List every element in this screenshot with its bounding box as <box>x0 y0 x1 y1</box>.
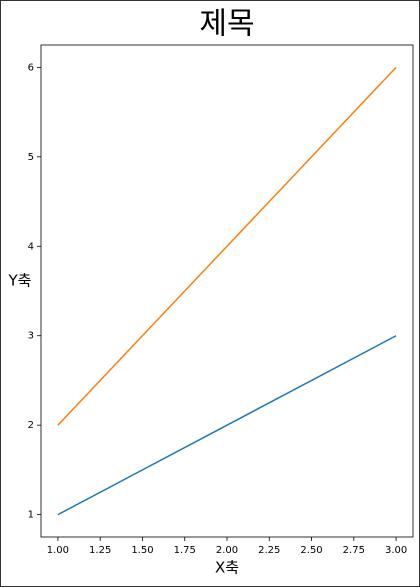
x-tick-label: 1.50 <box>131 545 153 556</box>
x-tick-label: 2.50 <box>300 545 322 556</box>
x-axis-label: X축 <box>215 559 239 577</box>
x-tick-label: 1.75 <box>174 545 196 556</box>
x-tick-label: 2.00 <box>216 545 238 556</box>
y-tick-label: 2 <box>28 420 34 431</box>
x-tick-label: 2.75 <box>343 545 365 556</box>
x-tick-label: 3.00 <box>385 545 407 556</box>
x-tick-label: 1.25 <box>89 545 111 556</box>
y-axis-label: Y축 <box>8 272 32 290</box>
y-tick-label: 1 <box>28 510 34 521</box>
x-tick-label: 2.25 <box>258 545 280 556</box>
y-tick-label: 3 <box>28 331 34 342</box>
y-tick-label: 4 <box>28 241 34 252</box>
x-tick-label: 1.00 <box>47 545 69 556</box>
chart-title: 제목 <box>199 7 254 42</box>
plot-area <box>40 44 414 538</box>
line-series <box>57 335 397 516</box>
y-tick-label: 6 <box>28 62 34 73</box>
y-tick-label: 5 <box>28 152 34 163</box>
line-series <box>57 66 397 426</box>
